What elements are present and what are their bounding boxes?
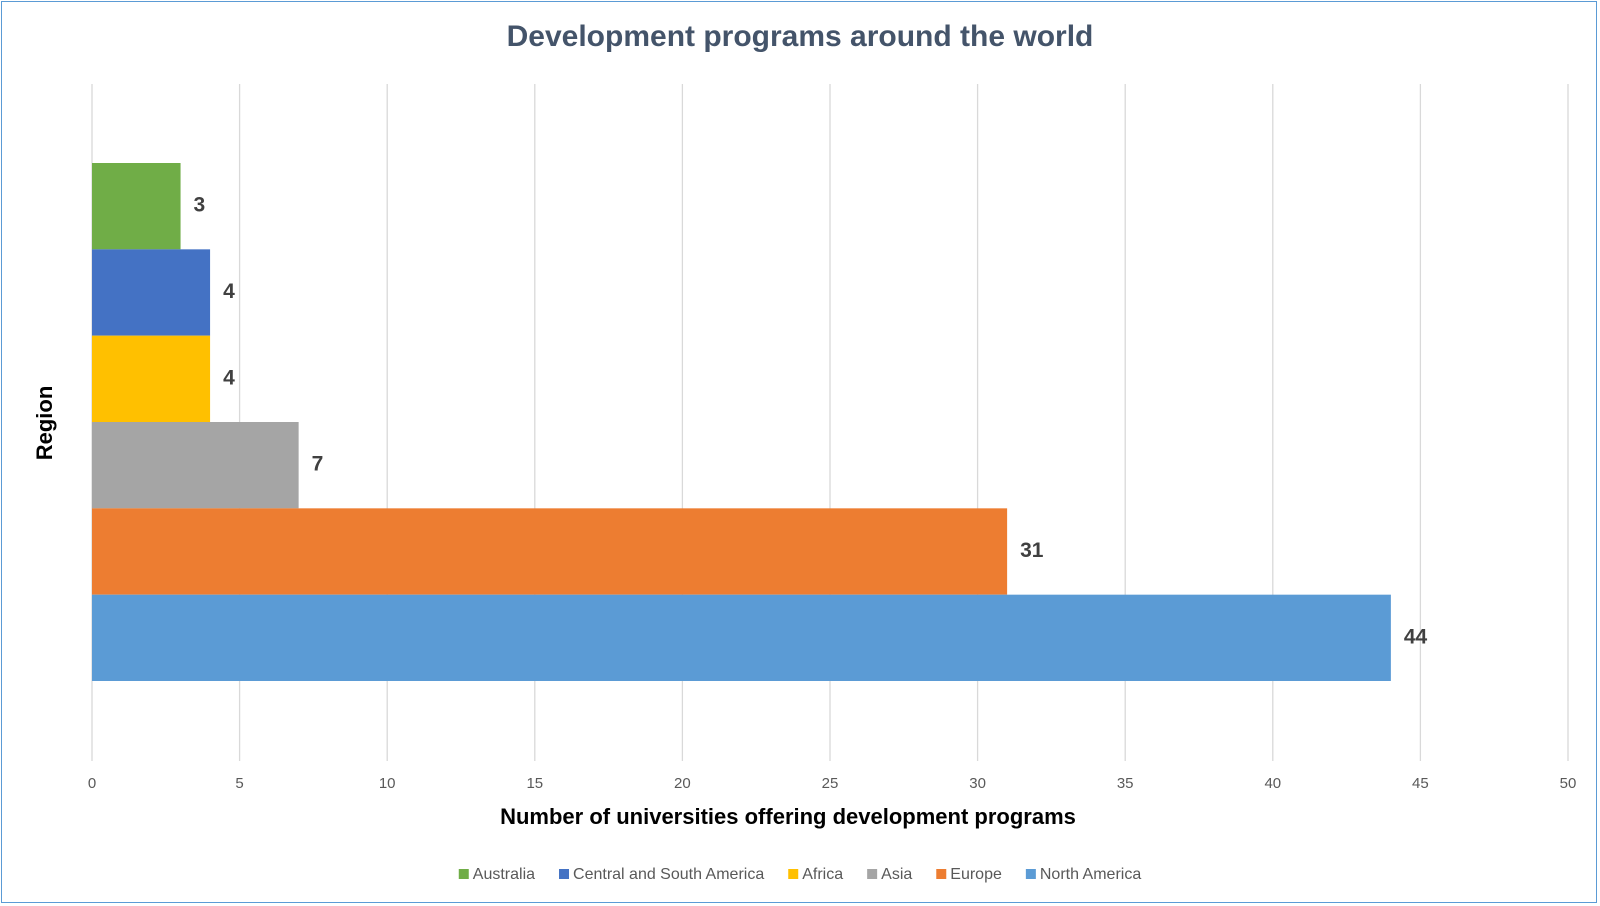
x-axis-label: Number of universities offering developm…: [500, 804, 1076, 829]
x-tick-label: 25: [822, 775, 839, 792]
data-label: 31: [1020, 539, 1044, 562]
x-tick-label: 10: [379, 775, 396, 792]
bar-central-and-south-america: [92, 249, 211, 336]
chart-title: Development programs around the world: [507, 20, 1094, 53]
data-label: 44: [1404, 625, 1428, 648]
bar-africa: [92, 335, 211, 422]
legend-swatch: [559, 869, 570, 879]
x-tick-label: 0: [88, 775, 96, 792]
x-tick-label: 15: [526, 775, 543, 792]
data-label: 4: [223, 280, 235, 303]
legend-item: Africa: [788, 866, 843, 883]
legend-label: Australia: [473, 866, 535, 883]
legend-item: Central and South America: [559, 866, 764, 883]
legend-swatch: [458, 869, 469, 879]
data-label: 7: [312, 453, 324, 476]
x-tick-label: 40: [1264, 775, 1281, 792]
x-tick-label: 45: [1412, 775, 1429, 792]
legend-label: Central and South America: [573, 866, 764, 883]
bar-asia: [92, 422, 299, 509]
bar-north-america: [92, 594, 1391, 681]
x-tick-label: 20: [674, 775, 691, 792]
legend-item: Europe: [936, 866, 1002, 883]
x-axis-ticks: 0 5 10 15 20 25 30 35 40 45 50: [88, 775, 1577, 792]
legend: Australia Central and South America Africa…: [458, 866, 1141, 883]
legend-swatch: [867, 869, 878, 879]
legend-swatch: [788, 869, 799, 879]
x-tick-label: 35: [1117, 775, 1134, 792]
x-tick-label: 5: [235, 775, 243, 792]
legend-label: Europe: [950, 866, 1002, 883]
data-label: 3: [194, 194, 206, 217]
legend-item: Asia: [867, 866, 912, 883]
bar-europe: [92, 508, 1008, 595]
data-label: 4: [223, 366, 235, 389]
bars: [92, 163, 1391, 681]
x-tick-label: 30: [969, 775, 986, 792]
legend-item: Australia: [458, 866, 535, 883]
legend-label: Asia: [881, 866, 912, 883]
y-axis-label: Region: [32, 386, 57, 461]
legend-label: North America: [1040, 866, 1141, 883]
legend-swatch: [1025, 869, 1036, 879]
legend-item: North America: [1025, 866, 1141, 883]
legend-label: Africa: [802, 866, 843, 883]
legend-swatch: [936, 869, 947, 879]
x-tick-label: 50: [1560, 775, 1577, 792]
bar-australia: [92, 163, 181, 250]
